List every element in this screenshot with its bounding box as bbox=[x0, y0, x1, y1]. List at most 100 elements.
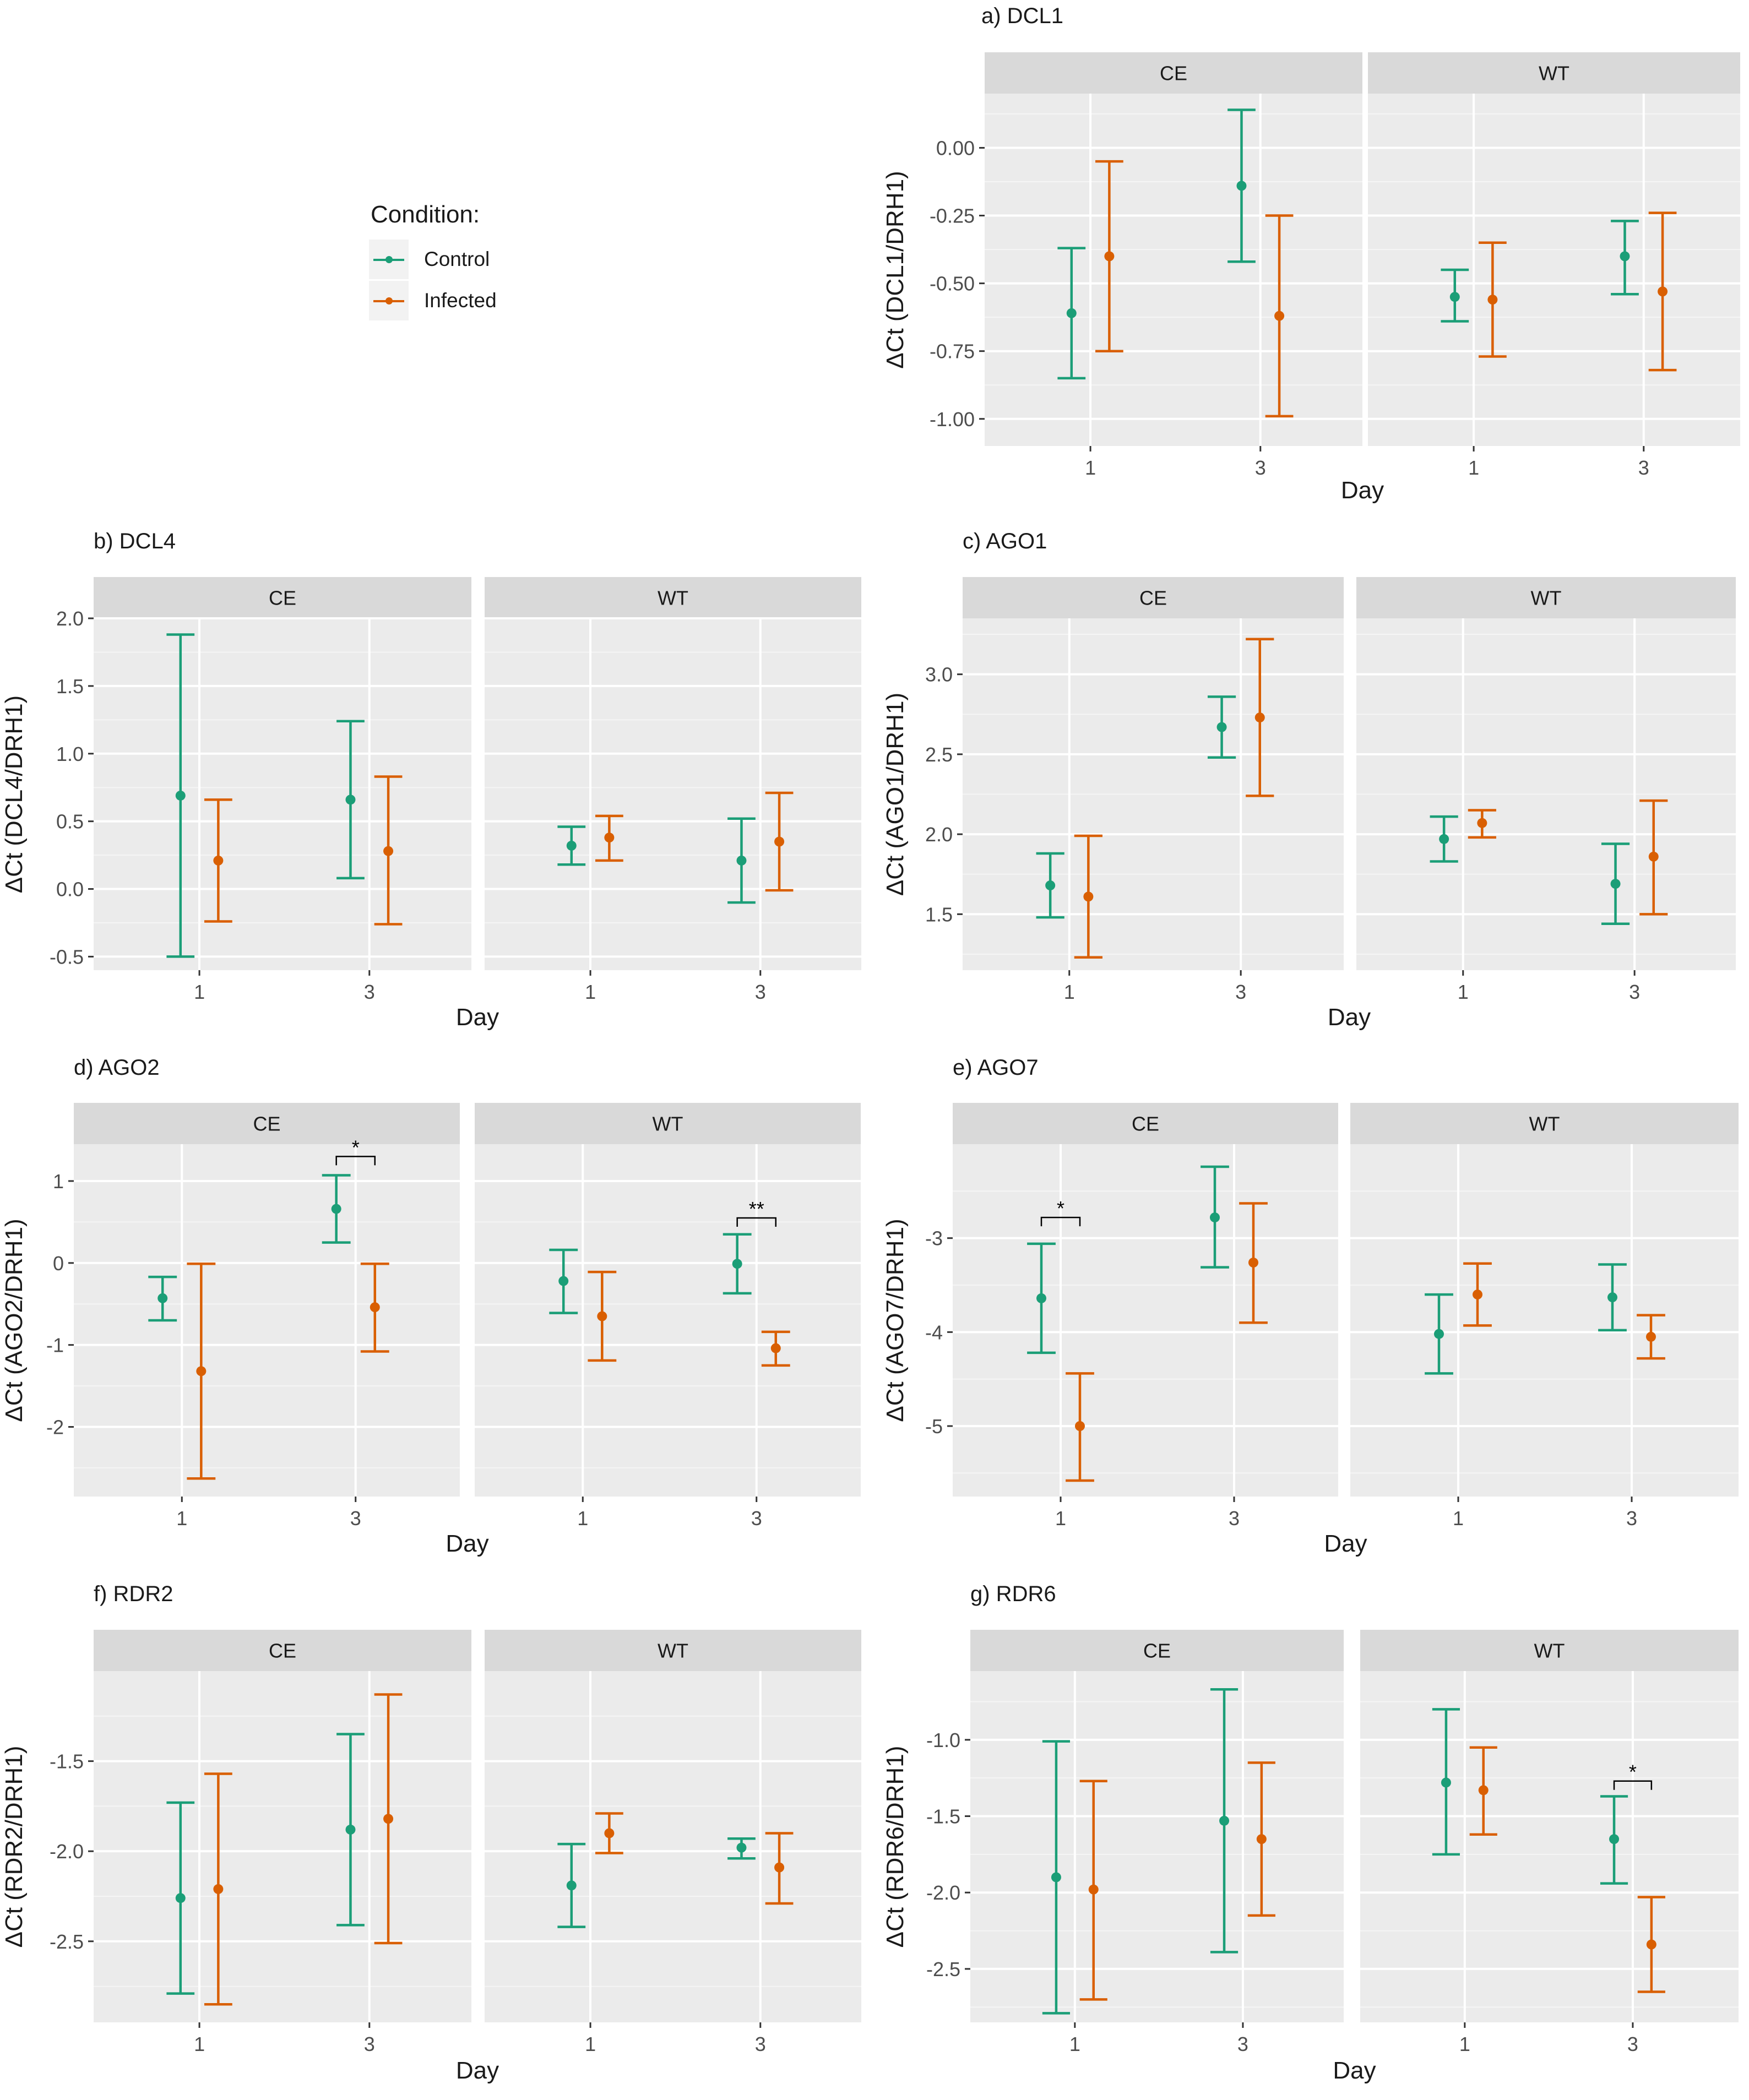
y-axis-title: ΔCt (AGO7/DRH1) bbox=[882, 1218, 909, 1422]
mean-point bbox=[1607, 1292, 1617, 1303]
x-tick-label: 1 bbox=[585, 981, 596, 1003]
mean-point bbox=[1075, 1421, 1085, 1431]
data-point-control bbox=[1601, 842, 1630, 926]
data-point-control bbox=[336, 720, 365, 880]
chart-title: e) AGO7 bbox=[953, 1056, 1039, 1080]
y-tick-label: -2.0 bbox=[50, 1840, 84, 1863]
mean-point bbox=[604, 833, 615, 843]
data-point-control bbox=[1207, 695, 1236, 759]
facet-ce: CE 1 3 bbox=[963, 577, 1344, 1003]
mean-point bbox=[331, 1204, 341, 1214]
mean-point bbox=[1646, 1331, 1656, 1342]
x-axis-title: Day bbox=[456, 1004, 499, 1031]
mean-point bbox=[196, 1366, 207, 1377]
y-axis-title: ΔCt (RDR6/DRH1) bbox=[882, 1746, 909, 1948]
legend-key-infected bbox=[369, 281, 409, 320]
legend: Condition: Control Infected bbox=[366, 195, 531, 328]
data-point-control bbox=[166, 633, 195, 958]
y-tick-label: -5 bbox=[925, 1415, 943, 1438]
data-point-control bbox=[549, 1248, 578, 1314]
mean-point bbox=[1620, 251, 1630, 262]
x-tick-label: 3 bbox=[751, 1507, 762, 1530]
mean-point bbox=[1646, 1939, 1656, 1950]
mean-point bbox=[345, 1824, 356, 1835]
x-tick-label: 1 bbox=[577, 1507, 588, 1530]
bracket-line bbox=[1040, 1216, 1081, 1227]
y-tick-label: 0.0 bbox=[56, 878, 84, 901]
y-axis-title: ΔCt (DCL4/DRH1) bbox=[1, 695, 28, 893]
significance-label: * bbox=[352, 1136, 360, 1158]
x-axis-title: Day bbox=[446, 1530, 488, 1557]
y-tick-label: 0.5 bbox=[56, 810, 84, 833]
facet-strip bbox=[1356, 577, 1736, 618]
data-point-control bbox=[1432, 1708, 1460, 1856]
y-tick-label: -4 bbox=[925, 1321, 943, 1343]
mean-point bbox=[736, 855, 747, 866]
mean-point bbox=[175, 1893, 186, 1903]
y-tick-label: -2.0 bbox=[926, 1881, 960, 1904]
mean-point bbox=[597, 1311, 607, 1321]
data-point-control bbox=[1441, 268, 1469, 323]
x-tick-label: 1 bbox=[1085, 456, 1096, 479]
chart-title: a) DCL1 bbox=[981, 4, 1063, 28]
facet-wt: WT 1 3 bbox=[1356, 577, 1736, 1003]
data-point-infected bbox=[1265, 214, 1294, 418]
mean-point bbox=[383, 1814, 394, 1824]
data-point-control bbox=[727, 1837, 756, 1860]
facet-ce: CE 1 3 * bbox=[953, 1103, 1338, 1530]
x-axis-title: Day bbox=[1333, 2057, 1376, 2084]
facet-ce: CE 1 3 * bbox=[74, 1103, 460, 1530]
bracket-line bbox=[335, 1156, 376, 1166]
facet-strip bbox=[94, 577, 471, 618]
significance-bracket: * bbox=[1613, 1761, 1653, 1790]
x-tick-label: 1 bbox=[194, 2033, 205, 2055]
mean-point bbox=[732, 1259, 742, 1269]
data-point-infected bbox=[595, 1812, 623, 1854]
mean-point bbox=[1658, 286, 1668, 297]
data-point-infected bbox=[1247, 1761, 1275, 1917]
facet-wt: WT 1 3 bbox=[1368, 52, 1740, 479]
mean-point bbox=[1610, 879, 1621, 889]
data-point-infected bbox=[588, 1270, 617, 1362]
mean-point bbox=[1088, 1884, 1099, 1895]
facet-wt: WT 1 3 bbox=[485, 577, 861, 1003]
facet-label: WT bbox=[658, 587, 688, 610]
data-point-infected bbox=[1469, 1746, 1497, 1836]
x-tick-label: 3 bbox=[1627, 2033, 1638, 2055]
facet-wt: WT 1 3 ** bbox=[475, 1103, 861, 1530]
facet-strip bbox=[970, 1630, 1344, 1671]
mean-point bbox=[1051, 1872, 1061, 1883]
data-point-infected bbox=[595, 814, 623, 862]
data-point-control bbox=[1611, 220, 1639, 296]
facet-label: CE bbox=[1143, 1640, 1171, 1662]
mean-point bbox=[1248, 1258, 1258, 1268]
plot-panel bbox=[985, 94, 1362, 446]
y-axis-title: ΔCt (DCL1/DRH1) bbox=[882, 171, 909, 368]
bracket-line bbox=[736, 1217, 777, 1227]
mean-point bbox=[213, 1884, 224, 1894]
mean-point bbox=[558, 1276, 569, 1286]
facet-label: CE bbox=[1160, 62, 1187, 85]
mean-point bbox=[1609, 1834, 1620, 1845]
facet-wt: WT 1 3 * bbox=[1360, 1630, 1739, 2055]
significance-label: * bbox=[1057, 1197, 1064, 1220]
facet-strip bbox=[485, 577, 861, 618]
y-tick-label: 3.0 bbox=[925, 663, 953, 686]
significance-bracket: ** bbox=[736, 1198, 777, 1227]
mean-point bbox=[566, 840, 577, 851]
chart-title: g) RDR6 bbox=[970, 1582, 1056, 1606]
data-point-infected bbox=[1239, 1202, 1268, 1324]
data-point-infected bbox=[1478, 241, 1507, 358]
mean-point bbox=[175, 790, 186, 801]
chart-title: c) AGO1 bbox=[963, 529, 1047, 553]
data-point-infected bbox=[1246, 638, 1274, 797]
data-point-control bbox=[1598, 1263, 1627, 1332]
x-tick-label: 3 bbox=[350, 1507, 361, 1530]
x-axis-title: Day bbox=[1341, 477, 1384, 504]
y-tick-label: -1.00 bbox=[930, 408, 975, 431]
data-point-control bbox=[1057, 247, 1086, 380]
x-axis-title: Day bbox=[456, 2057, 499, 2084]
facet-strip bbox=[985, 52, 1362, 94]
x-tick-label: 3 bbox=[755, 981, 766, 1003]
